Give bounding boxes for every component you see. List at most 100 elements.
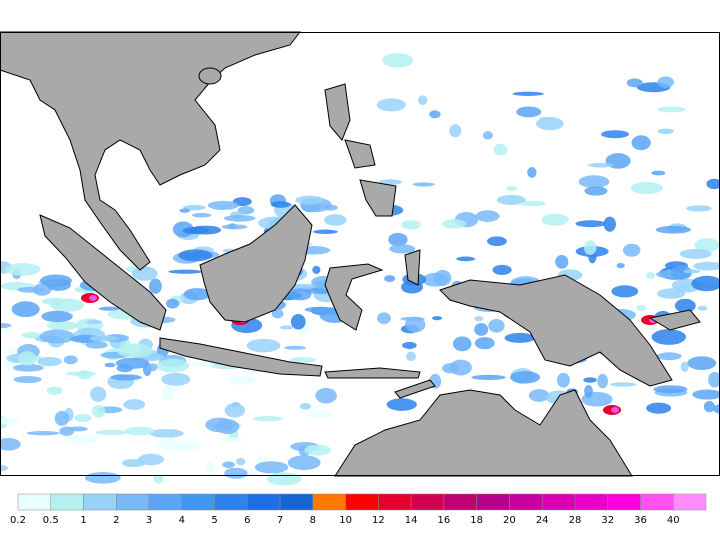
rain-cell	[575, 220, 607, 228]
rain-cell	[694, 238, 720, 252]
colorbar-label: 0.5	[43, 515, 59, 526]
rain-cell	[488, 319, 505, 333]
rain-cell	[431, 316, 443, 321]
rain-cell	[46, 321, 78, 331]
colorbar-box	[181, 493, 215, 511]
colorbar: 0.2 0.5 1 2 3 4 5 6 7 8 10 12 14 16 18 20 24 28 32 36 40	[10, 493, 707, 526]
rain-cell	[86, 319, 103, 325]
rain-cell	[5, 263, 41, 276]
rain-cell	[312, 229, 338, 234]
rain-cell	[63, 355, 78, 365]
rain-cell	[7, 347, 18, 354]
colorbar-label: 14	[405, 515, 418, 526]
colorbar-box	[672, 493, 707, 511]
rain-cell	[388, 232, 408, 247]
rain-cell	[657, 106, 686, 113]
rain-cell	[117, 343, 153, 358]
rain-cell	[266, 472, 302, 486]
rain-cell	[645, 272, 656, 279]
colorbar-label: 8	[310, 515, 316, 526]
rain-cell	[18, 351, 37, 366]
rain-cell	[315, 387, 337, 404]
rain-cell	[39, 329, 76, 344]
rain-cell	[527, 167, 537, 178]
rain-cell	[683, 269, 701, 274]
rain-cell	[686, 205, 712, 212]
rain-cell	[253, 415, 283, 422]
rain-cell	[492, 264, 512, 275]
rain-cell	[222, 461, 236, 468]
rain-cell	[89, 335, 119, 342]
heavy-rain-core	[611, 407, 619, 413]
rain-cell	[653, 385, 688, 394]
rain-cell	[165, 298, 180, 309]
rain-cell	[295, 195, 324, 205]
rain-cell	[37, 356, 62, 367]
timor	[394, 379, 436, 399]
rain-cell	[382, 53, 414, 68]
colorbar-label: 5	[211, 515, 217, 526]
rain-cell	[224, 403, 245, 418]
sulawesi	[324, 263, 384, 331]
rain-cell	[95, 429, 128, 436]
colorbar-label: 16	[438, 515, 451, 526]
colorbar-box	[247, 493, 281, 511]
rain-cell	[50, 298, 85, 312]
rain-cell	[124, 426, 155, 436]
rain-cell	[584, 186, 608, 196]
colorbar-box	[476, 493, 510, 511]
colorbar-box	[378, 493, 412, 511]
colorbar-box	[509, 493, 543, 511]
rain-cell	[474, 323, 489, 336]
rain-cell	[679, 248, 712, 259]
rain-cell	[496, 194, 526, 206]
rain-cell	[471, 374, 506, 381]
rain-cell	[636, 304, 647, 312]
rain-cell	[41, 310, 73, 323]
rain-cell	[254, 461, 289, 474]
rain-cell	[482, 131, 493, 140]
colorbar-box	[214, 493, 248, 511]
rain-cell	[153, 474, 164, 484]
new-guinea	[439, 274, 673, 387]
rain-cell	[578, 175, 610, 189]
lesser-sunda	[324, 367, 421, 379]
colorbar-label: 2	[113, 515, 119, 526]
colorbar-box	[345, 493, 379, 511]
colorbar-box	[17, 493, 52, 511]
rain-cell	[17, 286, 45, 293]
rain-cell	[110, 374, 143, 381]
rain-cell	[161, 372, 191, 386]
rain-cell	[161, 385, 175, 401]
rain-cell	[657, 128, 674, 135]
rain-cell	[228, 375, 257, 385]
rain-cell	[98, 306, 120, 311]
luzon	[324, 83, 351, 141]
rain-cell	[287, 455, 321, 470]
rain-cell	[692, 389, 720, 400]
rain-cell	[541, 213, 569, 226]
rain-cell	[306, 411, 334, 419]
rain-cell	[536, 117, 564, 131]
rain-cell	[0, 328, 12, 334]
rain-cell	[192, 212, 212, 218]
rain-cell	[26, 430, 60, 436]
rain-cell	[597, 373, 608, 389]
rain-cell	[697, 305, 708, 311]
rain-cell	[417, 95, 428, 106]
java	[159, 337, 323, 377]
colorbar-box	[607, 493, 641, 511]
rain-cell	[516, 106, 542, 118]
rain-cell	[290, 357, 317, 363]
colorbar-label: 20	[503, 515, 516, 526]
rain-cell	[656, 352, 682, 361]
rain-cell	[73, 414, 92, 423]
rain-cell	[21, 332, 42, 339]
colorbar-box	[640, 493, 674, 511]
rain-cell	[147, 363, 158, 372]
rain-cell	[284, 345, 306, 350]
rain-cell	[115, 357, 150, 369]
rain-cell	[505, 186, 518, 191]
rain-cell	[324, 214, 347, 226]
rain-cell	[271, 308, 284, 319]
